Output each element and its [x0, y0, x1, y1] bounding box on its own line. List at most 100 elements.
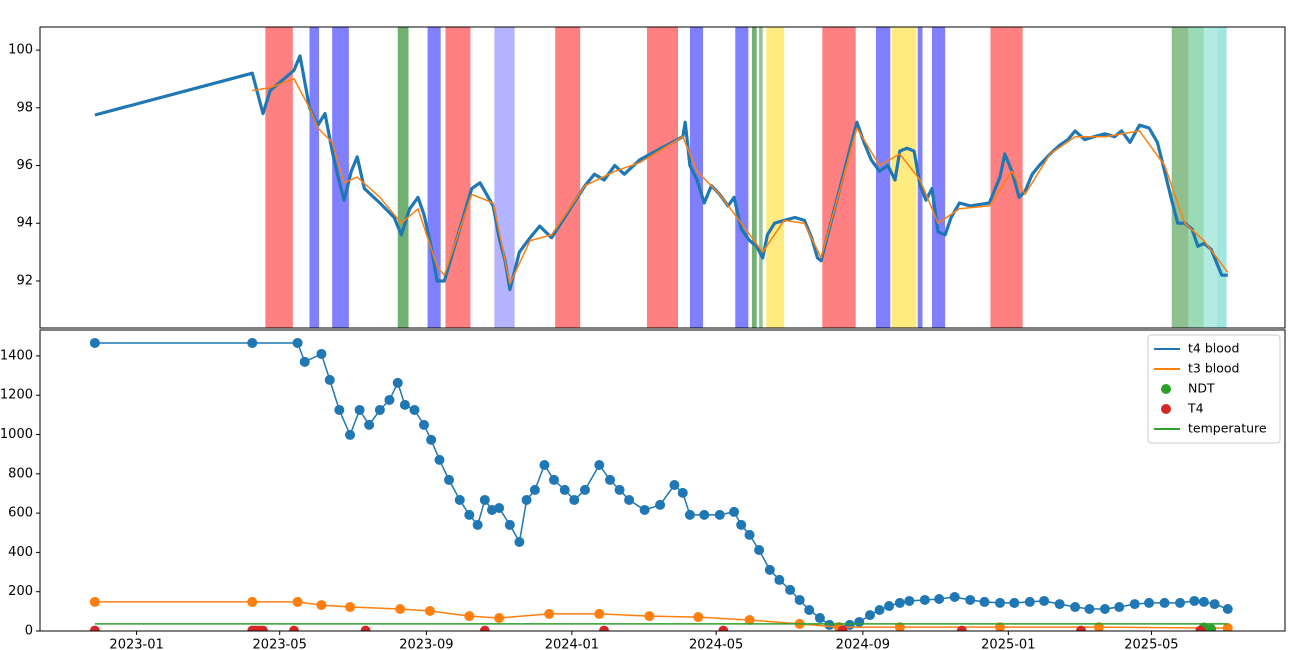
- y-tick-label: 600: [8, 506, 33, 521]
- x-tick-label: 2023-05: [253, 638, 307, 650]
- data-point: [904, 595, 915, 606]
- data-point: [804, 604, 815, 615]
- data-point: [677, 487, 688, 498]
- data-point: [544, 608, 555, 619]
- shaded-span: [766, 27, 785, 328]
- shaded-span: [759, 27, 763, 328]
- shaded-span: [427, 27, 441, 328]
- data-point: [1222, 603, 1233, 614]
- shaded-span: [751, 27, 757, 328]
- data-point: [289, 625, 300, 631]
- data-point: [247, 596, 258, 607]
- data-point: [1076, 625, 1087, 631]
- data-point: [1114, 602, 1125, 613]
- data-point: [1206, 624, 1217, 631]
- data-point: [1039, 595, 1050, 606]
- series-line: [94, 342, 1229, 628]
- axes-frame: [39, 26, 1286, 329]
- data-point: [89, 596, 100, 607]
- data-point: [444, 474, 455, 485]
- data-point: [1222, 623, 1233, 631]
- y-tick-label: 800: [8, 466, 33, 481]
- y-tick-label: 1200: [0, 388, 33, 403]
- x-tick-label: 2023-09: [399, 638, 453, 650]
- data-point: [599, 625, 610, 631]
- shaded-span: [735, 27, 749, 328]
- data-point: [579, 484, 590, 495]
- legend-marker: [1161, 404, 1171, 414]
- data-point: [514, 536, 525, 547]
- legend: t4 blood t3 blood NDT T4 temperature: [1147, 334, 1281, 444]
- data-point: [1099, 603, 1110, 614]
- legend-box: [1147, 334, 1281, 444]
- shaded-span: [1217, 27, 1227, 328]
- data-point: [472, 519, 483, 530]
- data-point: [614, 484, 625, 495]
- shaded-span: [875, 27, 891, 328]
- data-point: [316, 600, 327, 611]
- y-tick-label: 96: [16, 158, 33, 173]
- legend-label: temperature: [1188, 421, 1267, 436]
- data-point: [594, 608, 605, 619]
- data-point: [360, 625, 371, 631]
- plot-area: [89, 337, 1233, 631]
- shaded-span: [822, 27, 856, 328]
- legend-label: t4 blood: [1188, 341, 1239, 356]
- y-tick-label: 100: [8, 43, 33, 58]
- shaded-span: [1188, 27, 1204, 328]
- data-point: [424, 605, 435, 616]
- data-point: [374, 404, 385, 415]
- data-point: [718, 625, 729, 631]
- data-point: [714, 509, 725, 520]
- data-point: [754, 545, 765, 556]
- shaded-span: [332, 27, 349, 328]
- data-point: [494, 503, 505, 514]
- data-point: [594, 459, 605, 470]
- data-point: [292, 596, 303, 607]
- data-point: [644, 611, 655, 622]
- data-point: [1209, 599, 1220, 610]
- data-point: [292, 337, 303, 348]
- data-point: [392, 377, 403, 388]
- data-point: [1175, 597, 1186, 608]
- data-point: [399, 399, 410, 410]
- data-point: [919, 594, 930, 605]
- shaded-span: [445, 27, 471, 328]
- data-point: [934, 593, 945, 604]
- shaded-span: [265, 27, 293, 328]
- data-point: [1054, 599, 1065, 610]
- data-point: [814, 613, 825, 624]
- data-point: [426, 434, 437, 445]
- legend-marker: [1161, 384, 1171, 394]
- x-tick-label: 2025-01: [981, 638, 1035, 650]
- data-point: [736, 519, 747, 530]
- shaded-span: [1171, 27, 1189, 328]
- data-point: [956, 625, 967, 631]
- shaded-span: [646, 27, 679, 328]
- x-tick-label: 2025-05: [1124, 638, 1178, 650]
- data-point: [1195, 625, 1206, 631]
- data-point: [479, 625, 490, 631]
- data-point: [539, 459, 550, 470]
- x-tick-label: 2024-01: [545, 638, 599, 650]
- data-point: [334, 404, 345, 415]
- y-tick-label: 94: [16, 216, 33, 231]
- data-point: [324, 374, 335, 385]
- data-point: [504, 519, 515, 530]
- shaded-span: [494, 27, 515, 328]
- x-tick-label: 2024-09: [836, 638, 890, 650]
- data-point: [744, 614, 755, 625]
- data-point: [384, 394, 395, 405]
- data-point: [1084, 603, 1095, 614]
- data-point: [521, 494, 532, 505]
- data-point: [794, 594, 805, 605]
- data-point: [89, 337, 100, 348]
- data-point: [418, 419, 429, 430]
- data-point: [669, 480, 680, 491]
- legend-label: t3 blood: [1188, 361, 1239, 376]
- data-point: [89, 625, 100, 631]
- data-point: [639, 504, 650, 515]
- data-point: [979, 596, 990, 607]
- data-point: [1144, 597, 1155, 608]
- data-point: [744, 529, 755, 540]
